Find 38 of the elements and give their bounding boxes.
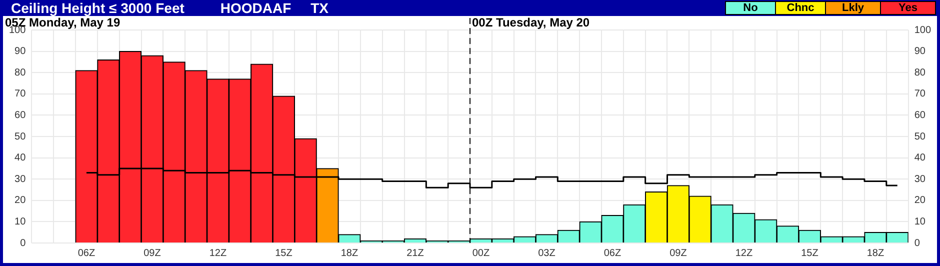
y-tick-label: 40 (14, 152, 26, 164)
y2-tick-label: 50 (914, 131, 926, 142)
legend-label: Yes (891, 2, 935, 14)
y-tick-label: 50 (14, 131, 26, 142)
x-tick-label: 12Z (735, 248, 753, 259)
x-tick-label: 15Z (275, 248, 292, 259)
x-tick-label: 09Z (670, 248, 687, 259)
chart-subtitle: HOODAAF TX (220, 0, 329, 16)
x-tick-label: 06Z (78, 248, 96, 259)
y-tick-label: 0 (20, 238, 26, 249)
x-tick-label: 09Z (144, 248, 161, 259)
y2-tick-label: 80 (914, 67, 926, 78)
y-tick-label: 10 (14, 216, 26, 228)
y-tick-label: 80 (14, 67, 26, 78)
x-tick-label: 18Z (866, 248, 884, 259)
y2-tick-label: 40 (914, 152, 926, 164)
y-tick-label: 70 (14, 88, 26, 100)
y2-tick-label: 70 (914, 88, 926, 100)
x-tick-label: 06Z (604, 248, 622, 259)
x-tick-label: 21Z (406, 248, 424, 259)
y-tick-label: 90 (14, 46, 26, 58)
y2-tick-label: 90 (914, 46, 926, 58)
y2-tick-label: 20 (914, 195, 926, 206)
x-tick-label: 00Z (472, 248, 490, 259)
y2-tick-label: 60 (914, 110, 926, 121)
x-tick-label: 03Z (538, 248, 556, 259)
y2-tick-label: 30 (914, 174, 926, 185)
y2-tick-label: 100 (914, 24, 932, 36)
y-tick-label: 60 (14, 110, 26, 121)
x-tick-label: 15Z (801, 248, 818, 259)
chart-title: Ceiling Height ≤ 3000 Feet (11, 0, 184, 16)
x-tick-label: 18Z (340, 248, 358, 259)
y2-tick-label: 0 (914, 238, 920, 249)
x-tick-label: 12Z (209, 248, 227, 259)
y-tick-label: 20 (14, 195, 26, 206)
y-tick-label: 30 (14, 174, 26, 185)
y2-tick-label: 10 (914, 216, 926, 228)
ref-line-label: 00Z Tuesday, May 20 (472, 15, 590, 30)
